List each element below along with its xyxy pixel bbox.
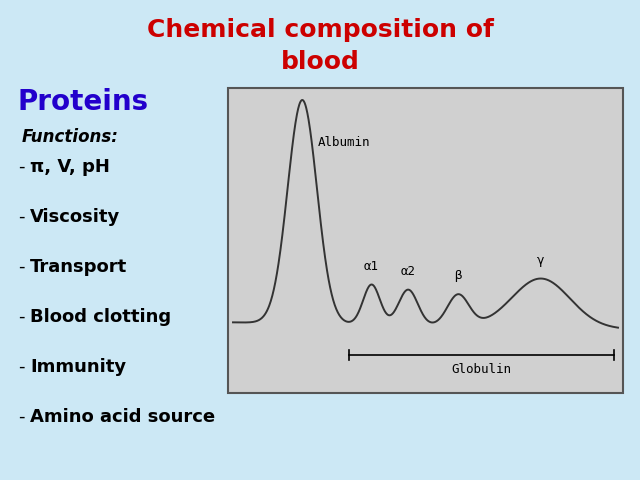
Text: α2: α2	[401, 264, 415, 277]
Text: Functions:: Functions:	[22, 128, 119, 146]
Text: π, V, pH: π, V, pH	[30, 158, 110, 176]
Text: blood: blood	[280, 50, 360, 74]
Text: Immunity: Immunity	[30, 358, 126, 376]
Text: -: -	[18, 358, 24, 376]
Text: -: -	[18, 258, 24, 276]
Text: Amino acid source: Amino acid source	[30, 408, 215, 426]
Text: -: -	[18, 158, 24, 176]
Text: β: β	[454, 269, 462, 282]
Text: -: -	[18, 408, 24, 426]
Bar	[228, 88, 623, 393]
Text: Proteins: Proteins	[18, 88, 149, 116]
Text: Viscosity: Viscosity	[30, 208, 120, 226]
Text: Transport: Transport	[30, 258, 127, 276]
Text: γ: γ	[537, 253, 545, 266]
Text: -: -	[18, 308, 24, 326]
Text: -: -	[18, 208, 24, 226]
Text: Globulin: Globulin	[451, 363, 511, 376]
Text: Blood clotting: Blood clotting	[30, 308, 171, 326]
Text: Albumin: Albumin	[317, 136, 370, 149]
Text: α1: α1	[364, 260, 379, 273]
Text: Chemical composition of: Chemical composition of	[147, 18, 493, 42]
